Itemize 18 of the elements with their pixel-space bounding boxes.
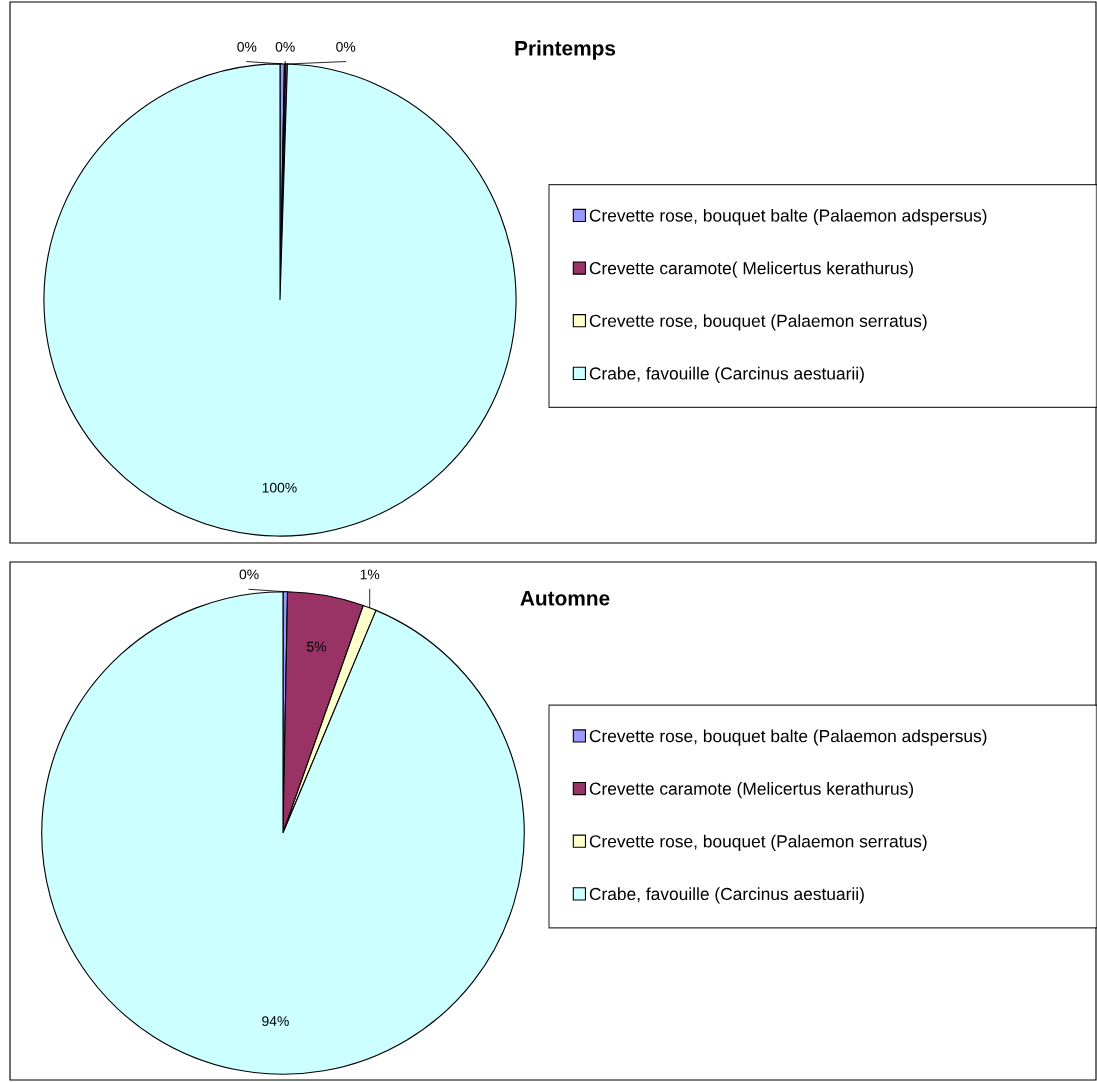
data-label: 100%	[262, 482, 297, 493]
legend-label: Crabe, favouille (Carcinus aestuarii)	[589, 366, 864, 384]
chart-title: Printemps	[515, 40, 616, 60]
data-label: 1%	[360, 569, 380, 580]
data-label: 0%	[336, 41, 356, 52]
data-label: 0%	[275, 41, 295, 52]
data-label: 5%	[307, 641, 327, 652]
legend-label: Crabe, favouille (Carcinus aestuarii)	[589, 887, 864, 904]
legend-label: Crevette caramote( Melicertus kerathurus)	[589, 261, 913, 278]
legend-label: Crevette rose, bouquet (Palaemon serratus)	[589, 314, 927, 331]
legend-label: Crevette rose, bouquet balte (Palaemon adspersus)	[589, 729, 987, 746]
legend-label: Crevette rose, bouquet balte (Palaemon adspersus)	[589, 208, 987, 226]
legend-label: Crevette rose, bouquet (Palaemon serratus)	[589, 834, 927, 851]
data-label: 94%	[262, 1016, 289, 1026]
legend-label: Crevette caramote (Melicertus kerathurus)	[589, 782, 913, 799]
data-label: 0%	[239, 569, 259, 580]
data-label: 0%	[237, 41, 257, 52]
text: Automne	[520, 591, 610, 606]
